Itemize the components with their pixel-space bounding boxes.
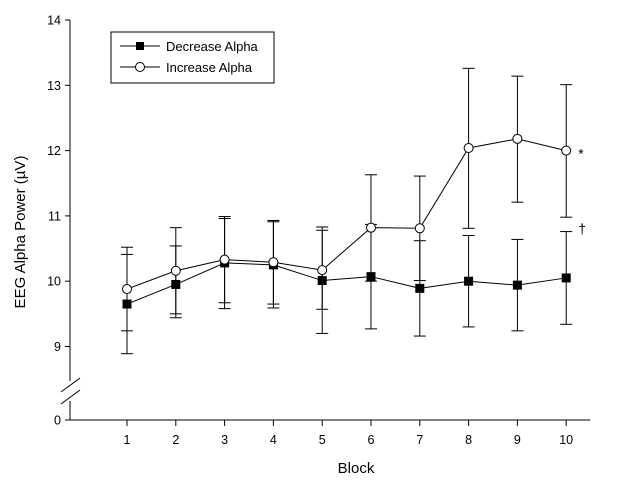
data-point-circle	[561, 145, 572, 156]
data-point-circle	[268, 257, 279, 268]
data-point-circle	[366, 222, 376, 233]
x-tick-label: 2	[172, 433, 179, 447]
y-axis-ticks: 0 9 10 11 12 13 14	[47, 14, 70, 428]
annotations: *†	[578, 146, 586, 237]
data-point-circle	[463, 142, 474, 153]
x-tick-label: 3	[221, 433, 228, 447]
legend-label-decrease: Decrease Alpha	[166, 39, 259, 54]
y-axis-title: EEG Alpha Power (µV)	[12, 156, 29, 309]
x-tick-label: 4	[270, 433, 277, 447]
data-point-square	[415, 283, 425, 293]
x-tick-label: 9	[514, 433, 521, 447]
y-tick-label: 0	[54, 414, 61, 428]
data-point-square	[561, 273, 571, 283]
data-point-circle	[170, 265, 181, 276]
y-tick-label: 14	[47, 14, 61, 28]
data-point-circle	[512, 133, 523, 144]
legend-label-increase: Increase Alpha	[166, 60, 253, 75]
legend-marker-decrease	[136, 42, 144, 50]
significance-dagger: †	[578, 221, 586, 237]
x-tick-label: 6	[368, 433, 375, 447]
legend: Decrease Alpha Increase Alpha	[110, 31, 275, 84]
data-point-square	[171, 279, 181, 289]
x-tick-label: 7	[416, 433, 423, 447]
series-line-increase-alpha	[126, 138, 567, 290]
y-tick-label: 9	[54, 340, 61, 354]
axis-break-mark-lower	[60, 389, 81, 405]
x-axis-ticks: 1 2 3 4 5 6 7 8 9 10	[124, 420, 573, 447]
y-tick-label: 13	[47, 79, 61, 93]
x-tick-label: 10	[559, 433, 573, 447]
significance-asterisk: *	[578, 146, 584, 162]
data-point-circle	[317, 265, 328, 276]
data-point-circle	[122, 284, 132, 295]
x-tick-label: 1	[124, 433, 131, 447]
x-tick-label: 5	[319, 433, 326, 447]
x-axis-title: Block	[338, 460, 375, 477]
y-tick-label: 10	[47, 275, 61, 289]
data-point-square	[512, 280, 522, 290]
data-point-square	[122, 299, 132, 309]
data-point-circle	[219, 254, 230, 265]
legend-marker-increase	[135, 62, 145, 72]
y-tick-label: 12	[47, 144, 61, 158]
axis-break-mark-upper	[60, 377, 81, 393]
legend-box	[110, 31, 275, 84]
error-bars	[121, 67, 573, 355]
data-point-square	[464, 276, 474, 286]
x-tick-label: 8	[465, 433, 472, 447]
y-tick-label: 11	[48, 209, 61, 223]
chart-axes	[60, 20, 591, 421]
data-markers	[122, 133, 572, 309]
data-point-square	[366, 272, 376, 282]
data-point-circle	[414, 223, 425, 234]
series-line-decrease-alpha	[126, 262, 567, 305]
data-point-square	[317, 276, 327, 286]
series-lines	[126, 138, 567, 305]
